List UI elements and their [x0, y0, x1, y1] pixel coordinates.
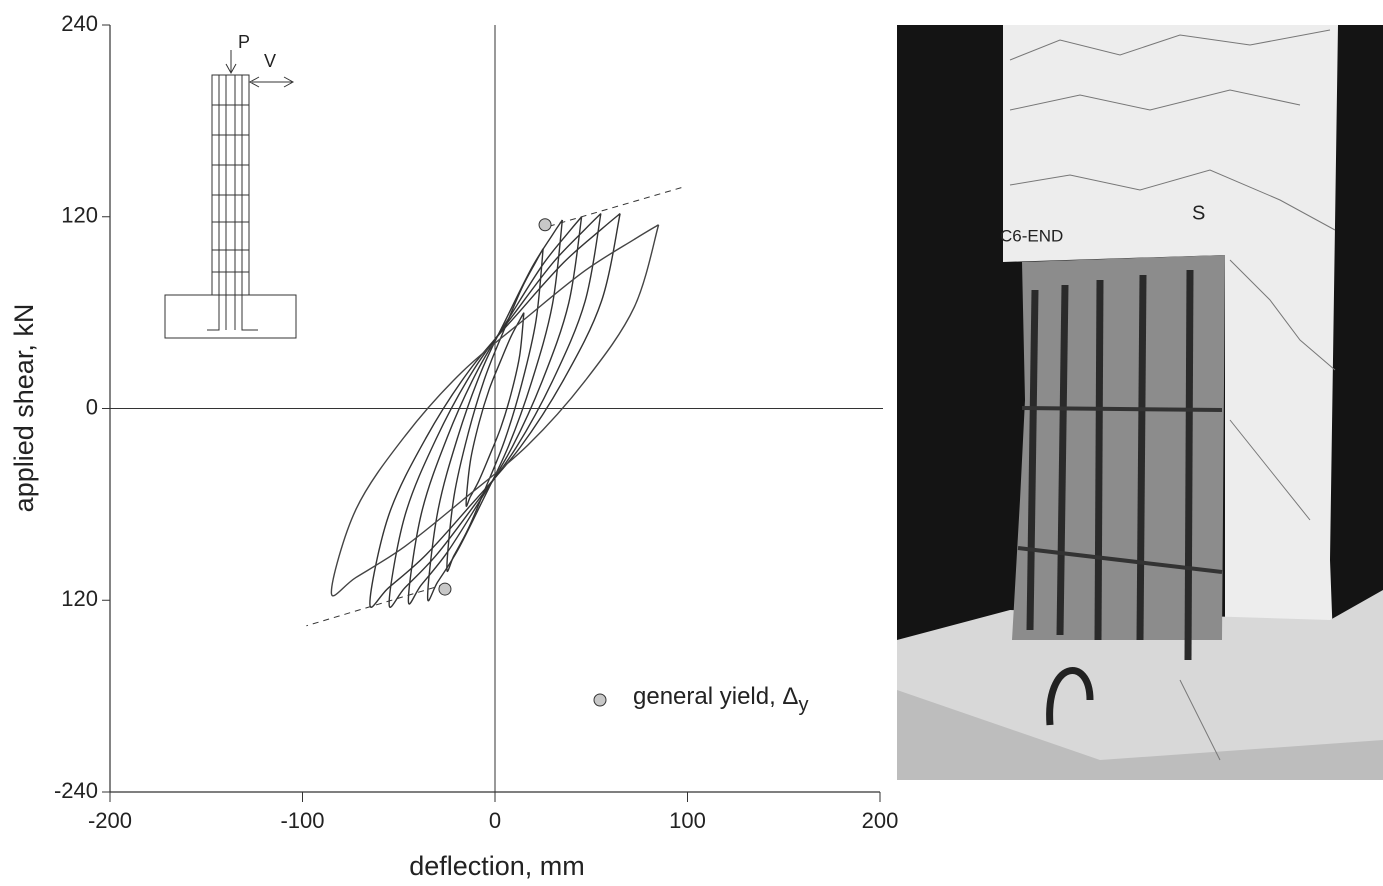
yield-point: [438, 582, 452, 596]
x-tick-label: 0: [489, 808, 501, 833]
footing-face: [897, 690, 1383, 780]
legend-text: general yield, Δ: [633, 683, 798, 710]
reinforcement-sketch: [207, 75, 258, 331]
inset: P V: [164, 32, 297, 339]
inset-label: P: [238, 32, 250, 52]
y-tick-label: 120: [61, 203, 98, 228]
rebars: [1026, 269, 1194, 661]
hysteresis-loop: [465, 312, 525, 507]
hysteresis-loop: [407, 216, 583, 605]
hysteresis-loop: [388, 213, 602, 608]
photo-label: S: [1192, 202, 1205, 224]
photo-label: C6-END: [1000, 226, 1063, 245]
hysteresis-loop: [369, 213, 621, 608]
x-axis-label: deflection, mm: [409, 851, 585, 881]
x-tick-label: 200: [862, 808, 899, 833]
photo: C6-END S: [897, 25, 1383, 780]
envelope-line: [306, 583, 446, 627]
load-arrows: [225, 50, 295, 88]
y-tick-label: 0: [86, 394, 98, 419]
yield-point: [538, 218, 552, 232]
hysteresis-loop: [330, 224, 660, 597]
y-tick-label: -240: [54, 778, 98, 803]
legend-subscript: y: [798, 694, 808, 716]
inset-label: V: [264, 51, 276, 71]
legend-marker: [593, 693, 607, 707]
y-axis-label: applied shear, kN: [9, 304, 39, 513]
y-tick-label: 240: [61, 11, 98, 36]
footing-sketch: [164, 294, 297, 339]
x-tick-label: 100: [669, 808, 706, 833]
legend-label: general yield, Δy: [633, 683, 808, 716]
hook: [1046, 667, 1094, 726]
ties: [1017, 406, 1223, 574]
y-tick-label: 120: [61, 586, 98, 611]
envelope-line: [548, 185, 686, 227]
hysteresis-loop: [426, 219, 564, 602]
column-sketch: [211, 74, 250, 296]
x-tick-label: -200: [88, 808, 132, 833]
cracks: [1009, 29, 1336, 761]
x-tick-label: -100: [280, 808, 324, 833]
